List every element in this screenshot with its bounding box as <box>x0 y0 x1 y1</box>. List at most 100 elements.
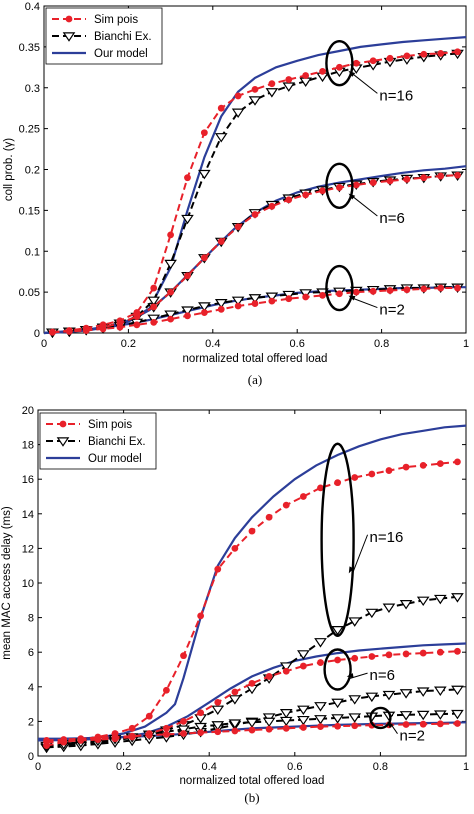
x-tick-label: 0 <box>35 761 41 773</box>
data-point <box>265 673 273 680</box>
annotation-n16: n=16 <box>325 40 413 104</box>
data-point <box>181 306 194 316</box>
data-point <box>399 711 413 721</box>
x-tick-label: 1 <box>463 338 469 350</box>
annotation-n16: n=16 <box>320 442 404 637</box>
legend-marker <box>62 32 76 42</box>
data-point <box>184 272 191 280</box>
data-point <box>94 734 102 742</box>
data-point <box>200 254 208 262</box>
y-tick-label: 0 <box>34 328 40 340</box>
data-point <box>163 724 170 732</box>
data-point <box>365 608 379 619</box>
data-point <box>214 728 222 736</box>
x-tick-label: 0.8 <box>373 761 388 773</box>
data-point <box>386 287 394 294</box>
legend-entry: Our model <box>94 48 148 60</box>
data-point <box>314 638 327 648</box>
y-tick-label: 16 <box>22 474 34 486</box>
data-point <box>365 692 379 703</box>
x-axis-label: normalized total offered load <box>183 353 328 365</box>
data-point <box>302 293 310 301</box>
data-point <box>177 725 190 735</box>
data-point <box>334 656 341 664</box>
x-tick-label: 0.6 <box>290 338 305 350</box>
data-point <box>282 501 290 509</box>
y-tick-label: 0.2 <box>25 165 40 177</box>
data-point <box>299 493 307 500</box>
data-point <box>319 68 326 75</box>
data-point <box>436 460 444 468</box>
data-point <box>180 718 187 725</box>
data-point <box>352 59 360 67</box>
data-point <box>180 730 187 737</box>
annotation-label: n=16 <box>370 529 404 546</box>
data-point <box>279 709 293 719</box>
data-point <box>399 689 413 699</box>
data-point <box>77 735 85 743</box>
data-point <box>265 513 273 521</box>
annotation-label: n=6 <box>370 667 395 684</box>
data-point <box>299 724 307 731</box>
data-point <box>433 594 447 605</box>
annotation-label: n=6 <box>379 210 404 227</box>
data-point <box>317 659 324 666</box>
data-point <box>352 288 360 296</box>
data-point <box>128 732 136 740</box>
data-point <box>351 654 359 662</box>
data-point <box>133 321 141 329</box>
data-point <box>217 238 225 245</box>
data-point <box>317 484 324 492</box>
annotation-ellipse <box>369 706 392 730</box>
y-tick-label: 0.1 <box>25 246 40 258</box>
data-point <box>302 72 310 79</box>
data-point <box>419 649 427 657</box>
annotation-arrow <box>351 534 369 576</box>
annotation-arrowhead <box>348 70 356 77</box>
data-point <box>348 713 362 723</box>
data-point <box>348 617 362 627</box>
annotation-label: n=2 <box>400 728 425 745</box>
data-point <box>403 286 411 294</box>
annotation-ellipse <box>325 264 354 312</box>
data-point <box>228 719 242 729</box>
data-point <box>386 177 394 185</box>
y-tick-label: 0.4 <box>25 1 40 13</box>
legend-entry: Sim pois <box>88 419 132 431</box>
data-point <box>297 715 310 726</box>
data-point <box>437 50 445 57</box>
annotation-ellipse <box>320 442 355 637</box>
data-point <box>82 327 90 334</box>
legend-entry: Bianchi Ex. <box>94 31 152 43</box>
data-point <box>416 710 430 721</box>
legend-marker <box>56 437 70 447</box>
data-point <box>248 726 256 734</box>
data-point <box>198 302 211 312</box>
data-point <box>436 648 444 656</box>
x-tick-label: 0.2 <box>116 761 131 773</box>
data-point <box>382 603 396 613</box>
data-point <box>334 479 341 487</box>
y-tick-label: 0.15 <box>19 205 40 217</box>
chart-caption: (a) <box>248 372 262 387</box>
data-point <box>386 54 394 62</box>
data-point <box>184 312 191 320</box>
data-point <box>420 174 428 182</box>
data-point <box>416 687 430 697</box>
data-point <box>368 653 376 660</box>
data-point <box>282 724 290 732</box>
annotation-arrowhead <box>348 566 354 574</box>
data-point <box>368 470 376 478</box>
x-tick-label: 0 <box>41 338 47 350</box>
x-tick-label: 1 <box>463 761 469 773</box>
y-axis-label: coll prob. (γ) <box>3 138 15 201</box>
data-point <box>268 297 276 305</box>
annotation-arrow <box>351 297 378 309</box>
data-point <box>99 325 107 333</box>
data-point <box>234 223 242 231</box>
x-tick-label: 0.8 <box>374 338 389 350</box>
data-point <box>279 716 293 727</box>
data-point <box>351 474 359 481</box>
data-point <box>214 299 228 309</box>
data-point <box>231 688 239 696</box>
